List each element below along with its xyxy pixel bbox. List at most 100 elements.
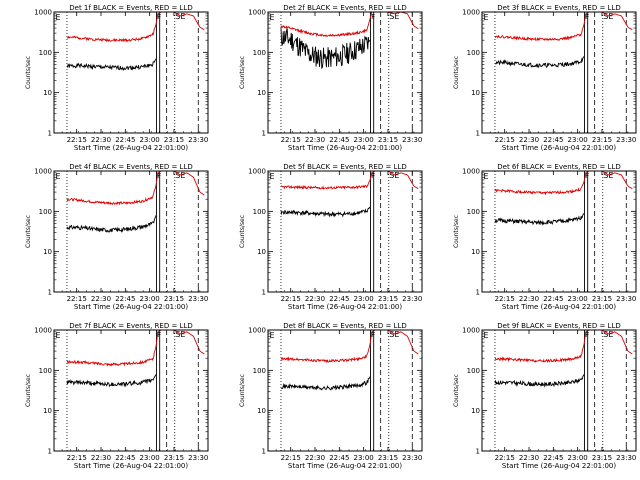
x-tick-label: 22:30 (305, 295, 325, 303)
panel-title: Det 2f BLACK = Events, RED = LLD (283, 4, 406, 12)
x-axis-label: Start Time (26-Aug-04 22:01:00) (288, 303, 402, 311)
x-tick-label: 23:30 (616, 295, 636, 303)
marker-se-label: SE (389, 12, 399, 21)
panel-title: Det 3f BLACK = Events, RED = LLD (497, 4, 620, 12)
y-tick-label: 10 (43, 248, 52, 256)
events-series-line (66, 374, 157, 388)
x-tick-label: 23:30 (402, 136, 422, 144)
x-tick-label: 23:30 (188, 454, 208, 462)
marker-e-label: E (484, 13, 489, 22)
lld-series-line (494, 329, 633, 363)
detector-panel: Det 6f BLACK = Events, RED = LLD Counts/s… (453, 163, 637, 311)
x-tick-label: 22:45 (543, 136, 563, 144)
y-axis-label: Counts/sec (25, 374, 32, 407)
marker-se-label: SE (603, 330, 613, 339)
y-tick-label: 1000 (248, 9, 266, 17)
marker-e-label: E (270, 331, 275, 340)
y-tick-label: 100 (39, 208, 52, 216)
y-tick-label: 1 (262, 289, 266, 297)
y-axis-label: Counts/sec (239, 374, 246, 407)
marker-e-label: E (270, 172, 275, 181)
marker-f-label: F (371, 13, 375, 21)
x-tick-label: 22:45 (329, 454, 349, 462)
detector-panel: Det 9f BLACK = Events, RED = LLD Counts/s… (453, 322, 637, 470)
y-tick-label: 100 (39, 49, 52, 57)
detector-panel: Det 4f BLACK = Events, RED = LLD Counts/s… (25, 163, 209, 311)
x-tick-label: 23:15 (164, 136, 184, 144)
marker-e-label: E (484, 172, 489, 181)
events-series-line (66, 58, 157, 72)
plot-frame (481, 329, 637, 452)
marker-f-label: F (371, 331, 375, 339)
x-tick-label: 22:45 (115, 295, 135, 303)
events-series-line (280, 376, 371, 391)
marker-se-label: SE (603, 12, 613, 21)
y-tick-label: 1 (48, 130, 52, 138)
x-tick-label: 23:00 (568, 454, 588, 462)
y-tick-label: 10 (471, 248, 480, 256)
y-tick-label: 10 (43, 407, 52, 415)
x-tick-label: 23:30 (188, 295, 208, 303)
y-axis-label: Counts/sec (239, 56, 246, 89)
x-tick-label: 23:15 (592, 136, 612, 144)
y-tick-label: 1 (262, 448, 266, 456)
y-tick-label: 1000 (462, 327, 480, 335)
x-tick-label: 23:00 (140, 454, 160, 462)
x-tick-label: 22:15 (281, 136, 301, 144)
y-tick-label: 100 (253, 367, 266, 375)
x-tick-label: 22:30 (519, 136, 539, 144)
lld-series-line (66, 11, 205, 43)
x-tick-label: 22:30 (91, 136, 111, 144)
x-tick-label: 22:30 (519, 454, 539, 462)
plot-frame (53, 329, 209, 452)
y-tick-label: 100 (467, 208, 480, 216)
y-tick-label: 10 (471, 89, 480, 97)
y-tick-label: 100 (467, 367, 480, 375)
events-series-line (495, 56, 585, 69)
y-tick-label: 10 (257, 89, 266, 97)
marker-e-label: E (56, 172, 61, 181)
y-axis-label: Counts/sec (25, 215, 32, 248)
y-axis-label: Counts/sec (453, 215, 460, 248)
plot-frame (481, 170, 637, 293)
y-axis-label: Counts/sec (453, 56, 460, 89)
y-axis-label: Counts/sec (25, 56, 32, 89)
marker-f-label: F (585, 331, 589, 339)
x-tick-label: 23:15 (378, 136, 398, 144)
x-tick-label: 23:30 (616, 136, 636, 144)
events-series-line (280, 27, 371, 70)
y-tick-label: 1 (476, 448, 480, 456)
x-tick-label: 22:15 (495, 454, 515, 462)
plot-frame (481, 11, 637, 134)
panel-title: Det 7f BLACK = Events, RED = LLD (69, 322, 192, 330)
detector-panel: Det 1f BLACK = Events, RED = LLD Counts/s… (25, 4, 209, 152)
lld-series-line (494, 170, 633, 196)
y-tick-label: 1 (48, 448, 52, 456)
panel-title: Det 9f BLACK = Events, RED = LLD (497, 322, 620, 330)
lld-series-line (66, 170, 205, 206)
x-tick-label: 23:00 (140, 136, 160, 144)
x-tick-label: 23:15 (164, 454, 184, 462)
x-tick-label: 23:00 (140, 295, 160, 303)
marker-e-label: E (56, 331, 61, 340)
marker-e-label: E (56, 13, 61, 22)
marker-f-label: F (157, 13, 161, 21)
x-axis-label: Start Time (26-Aug-04 22:01:00) (74, 144, 188, 152)
x-tick-label: 22:45 (329, 136, 349, 144)
panel-title: Det 6f BLACK = Events, RED = LLD (497, 163, 620, 171)
x-tick-label: 22:45 (543, 295, 563, 303)
x-tick-label: 22:30 (519, 295, 539, 303)
y-tick-label: 1000 (248, 327, 266, 335)
x-tick-label: 23:00 (354, 454, 374, 462)
x-axis-label: Start Time (26-Aug-04 22:01:00) (74, 462, 188, 470)
x-tick-label: 22:45 (115, 454, 135, 462)
panel-title: Det 4f BLACK = Events, RED = LLD (69, 163, 192, 171)
detector-panel: Det 2f BLACK = Events, RED = LLD Counts/s… (239, 4, 423, 152)
x-tick-label: 23:15 (378, 454, 398, 462)
detector-panel: Det 8f BLACK = Events, RED = LLD Counts/s… (239, 322, 423, 470)
y-tick-label: 1000 (34, 9, 52, 17)
y-tick-label: 1 (48, 289, 52, 297)
x-tick-label: 22:15 (495, 136, 515, 144)
x-axis-label: Start Time (26-Aug-04 22:01:00) (288, 144, 402, 152)
x-tick-label: 22:45 (329, 295, 349, 303)
